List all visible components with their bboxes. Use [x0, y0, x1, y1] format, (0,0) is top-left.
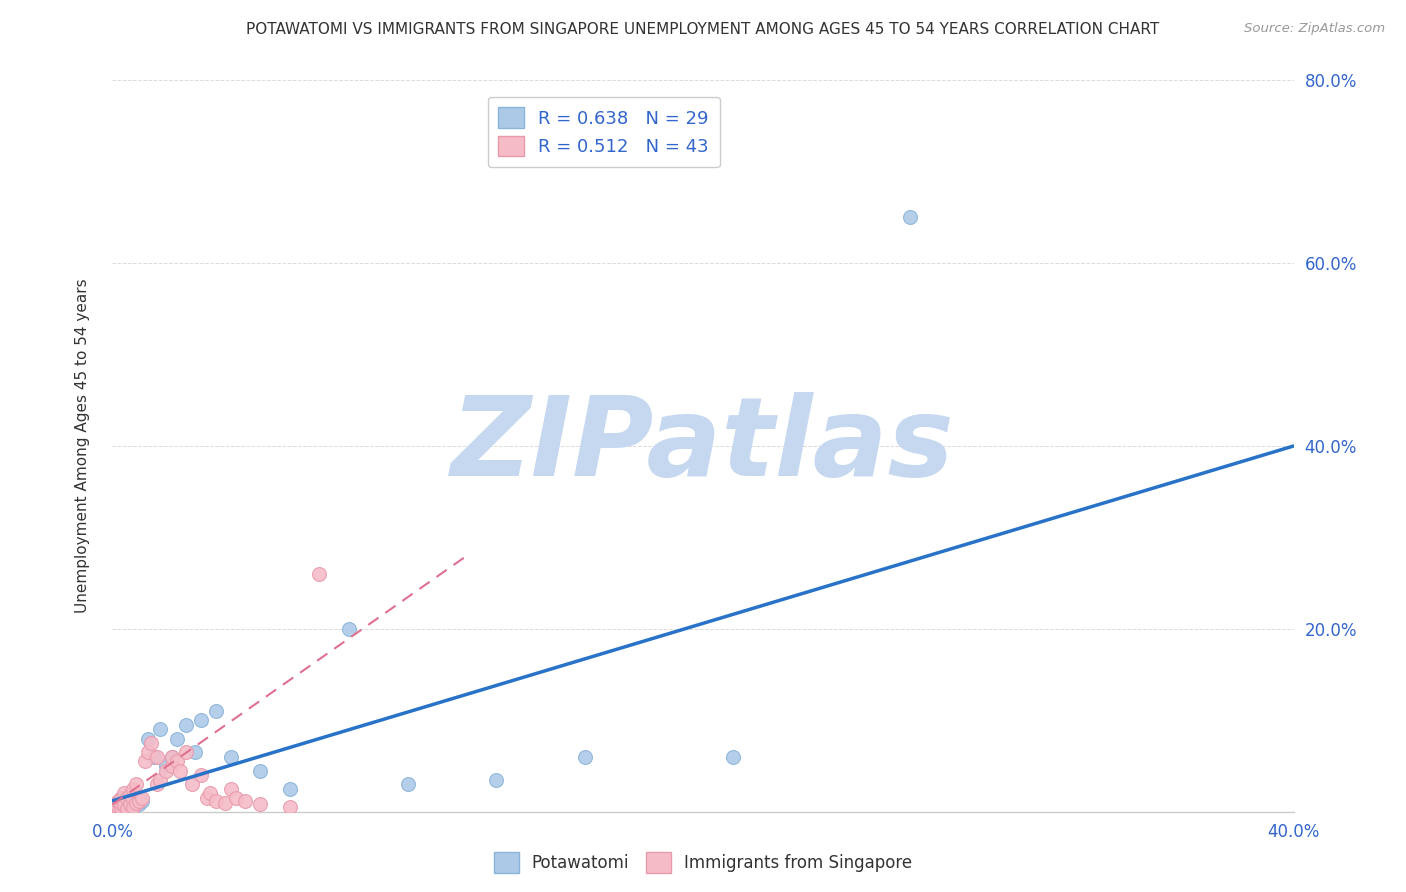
Point: [249, 764, 271, 778]
Point: [190, 768, 212, 782]
Point: [110, 796, 132, 810]
Point: [160, 749, 183, 764]
Point: [131, 791, 153, 805]
Y-axis label: Unemployment Among Ages 45 to 54 years: Unemployment Among Ages 45 to 54 years: [76, 278, 90, 614]
Point: [233, 794, 256, 808]
Point: [278, 800, 301, 814]
Point: [195, 791, 218, 805]
Point: [155, 764, 177, 778]
Point: [110, 801, 132, 815]
Point: [120, 797, 142, 812]
Point: [142, 749, 165, 764]
Point: [149, 772, 172, 787]
Point: [166, 755, 188, 769]
Point: [721, 749, 744, 764]
Point: [174, 745, 197, 759]
Point: [160, 749, 183, 764]
Legend: Potawatomi, Immigrants from Singapore: Potawatomi, Immigrants from Singapore: [486, 846, 920, 880]
Point: [146, 749, 169, 764]
Point: [396, 777, 419, 791]
Point: [110, 791, 132, 805]
Point: [205, 704, 228, 718]
Point: [117, 800, 138, 814]
Point: [139, 736, 162, 750]
Point: [574, 749, 596, 764]
Point: [166, 731, 188, 746]
Point: [308, 567, 330, 582]
Point: [110, 802, 132, 816]
Point: [136, 731, 159, 746]
Point: [190, 714, 212, 728]
Point: [174, 718, 197, 732]
Point: [181, 777, 204, 791]
Point: [249, 797, 271, 812]
Point: [214, 796, 236, 810]
Point: [219, 749, 242, 764]
Point: [120, 797, 142, 812]
Text: ZIPatlas: ZIPatlas: [451, 392, 955, 500]
Point: [125, 777, 148, 791]
Point: [107, 800, 129, 814]
Point: [112, 787, 135, 801]
Point: [104, 797, 127, 812]
Point: [278, 781, 301, 796]
Point: [225, 791, 247, 805]
Point: [104, 803, 127, 817]
Point: [169, 764, 191, 778]
Point: [122, 798, 145, 813]
Point: [122, 781, 145, 796]
Point: [117, 791, 138, 805]
Point: [125, 796, 148, 810]
Point: [146, 777, 169, 791]
Point: [485, 772, 508, 787]
Point: [219, 781, 242, 796]
Point: [125, 796, 148, 810]
Point: [112, 798, 135, 813]
Point: [131, 794, 153, 808]
Point: [155, 759, 177, 773]
Point: [136, 745, 159, 759]
Legend: R = 0.638   N = 29, R = 0.512   N = 43: R = 0.638 N = 29, R = 0.512 N = 43: [488, 96, 720, 167]
Point: [112, 799, 135, 814]
Point: [107, 794, 129, 808]
Point: [117, 802, 138, 816]
Point: [198, 787, 221, 801]
Point: [184, 745, 207, 759]
Text: Source: ZipAtlas.com: Source: ZipAtlas.com: [1244, 22, 1385, 36]
Point: [898, 211, 921, 225]
Point: [120, 789, 142, 803]
Point: [149, 723, 172, 737]
Point: [160, 759, 183, 773]
Point: [128, 794, 150, 808]
Point: [134, 755, 156, 769]
Text: POTAWATOMI VS IMMIGRANTS FROM SINGAPORE UNEMPLOYMENT AMONG AGES 45 TO 54 YEARS C: POTAWATOMI VS IMMIGRANTS FROM SINGAPORE …: [246, 22, 1160, 37]
Point: [337, 622, 360, 636]
Point: [128, 797, 150, 812]
Point: [205, 794, 228, 808]
Point: [122, 800, 145, 814]
Point: [107, 801, 129, 815]
Point: [104, 802, 127, 816]
